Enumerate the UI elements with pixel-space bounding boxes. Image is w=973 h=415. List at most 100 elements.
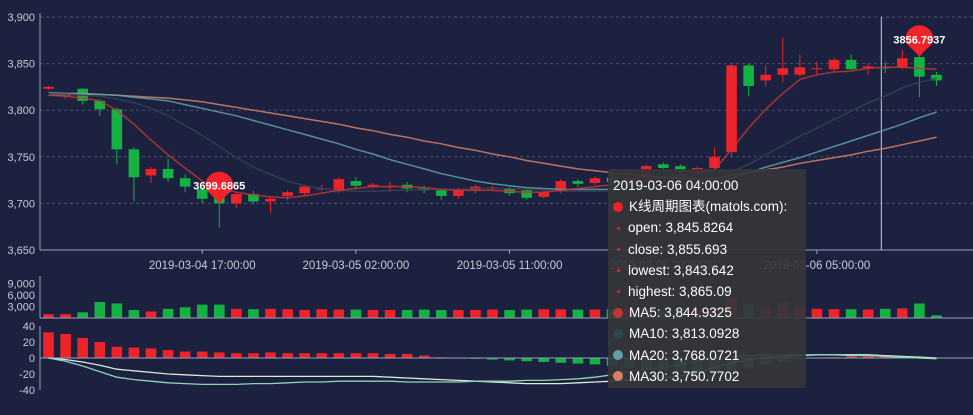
ma20-dot-icon: [613, 350, 623, 361]
tooltip-series-name: K线周期图表(matols.com):: [629, 199, 788, 215]
volume-bar: [435, 309, 447, 318]
volume-bar: [538, 309, 550, 318]
tooltip-highest-row: highest: 3,865.09: [613, 281, 798, 302]
volume-bar: [879, 308, 891, 318]
candle-body: [657, 164, 669, 168]
macd-bar: [60, 334, 71, 358]
volume-bar: [350, 309, 362, 318]
y-tick-label: 3,750: [7, 152, 35, 164]
x-tick-label: 2019-03-05 02:00:00: [302, 260, 409, 272]
macd-bar: [196, 351, 208, 358]
volume-bar: [572, 309, 584, 318]
macd-bar: [555, 358, 567, 363]
volume-bar: [333, 309, 345, 318]
macd-bar: [845, 356, 857, 358]
volume-bar: [299, 309, 310, 318]
candle-body: [811, 68, 823, 70]
candle-body: [145, 168, 157, 176]
candle-body: [675, 166, 686, 172]
macd-bar: [521, 358, 532, 362]
candle-body: [231, 194, 242, 204]
candle-body: [914, 57, 925, 77]
candle-body: [589, 178, 601, 183]
tooltip-close: close: 3,855.693: [628, 241, 728, 257]
tooltip-ma30-row: MA30: 3,750.7702: [613, 366, 798, 387]
y-tick-label: 3,900: [7, 12, 35, 24]
volume-bar: [931, 315, 942, 318]
ma20-line: [48, 91, 937, 191]
ma30-dot-icon: [613, 371, 623, 382]
candle-body: [777, 68, 789, 75]
y-tick-label: 3,850: [7, 59, 35, 71]
candle-body: [111, 109, 123, 150]
macd-bar: [128, 347, 140, 358]
bullet-icon: [617, 290, 620, 294]
macd-bar: [265, 352, 276, 358]
volume-y-tick-label: 6,000: [7, 290, 35, 302]
macd-bar: [77, 338, 88, 358]
candle-body: [897, 58, 908, 68]
candle-body: [435, 190, 447, 196]
macd-bar: [350, 353, 362, 358]
volume-bar: [282, 309, 293, 318]
macd-bar: [538, 358, 550, 362]
tooltip-ma5-row: MA5: 3,844.9325: [613, 302, 798, 323]
candle-body: [453, 189, 464, 196]
volume-bar: [248, 309, 259, 318]
macd-bar: [213, 352, 225, 358]
candle-body: [282, 192, 293, 196]
volume-bar: [914, 303, 925, 318]
marker-pin-icon: [905, 25, 934, 58]
macd-bar: [572, 358, 584, 364]
volume-bar: [555, 309, 567, 318]
macd-bar: [504, 358, 515, 361]
volume-bar: [128, 309, 140, 318]
volume-y-tick-label: 9,000: [7, 279, 35, 291]
volume-bar: [60, 314, 71, 318]
macd-bar: [179, 351, 191, 358]
tooltip-ma10-row: MA10: 3,813.0928: [613, 323, 798, 344]
ma5-line: [48, 66, 937, 199]
volume-bar: [265, 308, 276, 318]
macd-y-tick-label: -40: [19, 385, 35, 397]
macd-bar: [333, 353, 345, 358]
macd-y-tick-label: 40: [23, 321, 35, 333]
bullet-icon: [617, 268, 620, 272]
candle-body: [743, 65, 754, 86]
bullet-icon: [617, 247, 620, 251]
volume-bar: [111, 303, 123, 318]
macd-bar: [384, 354, 396, 358]
volume-bar: [453, 309, 464, 318]
macd-bar: [299, 353, 310, 358]
volume-bar: [504, 309, 515, 318]
candle-body: [794, 67, 806, 75]
chart-tooltip: 2019-03-06 04:00:00 K线周期图表(matols.com): …: [608, 169, 806, 388]
tooltip-ma5: MA5: 3,844.9325: [629, 305, 732, 321]
volume-bar: [43, 314, 54, 318]
y-tick-label: 3,700: [7, 198, 35, 210]
volume-bar: [401, 309, 413, 318]
volume-bar: [196, 304, 208, 318]
x-tick-label: 2019-03-05 11:00:00: [457, 260, 563, 272]
volume-bar: [811, 308, 823, 318]
tooltip-open-row: open: 3,845.8264: [613, 217, 798, 238]
macd-y-tick-label: -20: [19, 369, 35, 381]
volume-bar: [828, 309, 840, 318]
candle-body: [128, 149, 140, 178]
ma5-dot-icon: [613, 307, 623, 318]
y-tick-label: 3,800: [7, 105, 35, 117]
volume-bar: [384, 309, 396, 318]
candle-body: [333, 179, 345, 192]
candle-body: [760, 74, 772, 81]
marker-label: 3699.6865: [193, 181, 245, 193]
tooltip-lowest-row: lowest: 3,843.642: [613, 260, 798, 281]
candle-body: [248, 194, 259, 202]
macd-bar: [879, 356, 891, 358]
tooltip-open: open: 3,845.8264: [628, 220, 734, 236]
macd-bar: [248, 353, 259, 358]
y-tick-label: 3,650: [7, 245, 35, 257]
candle-body: [538, 192, 550, 197]
candle-body: [572, 181, 584, 184]
